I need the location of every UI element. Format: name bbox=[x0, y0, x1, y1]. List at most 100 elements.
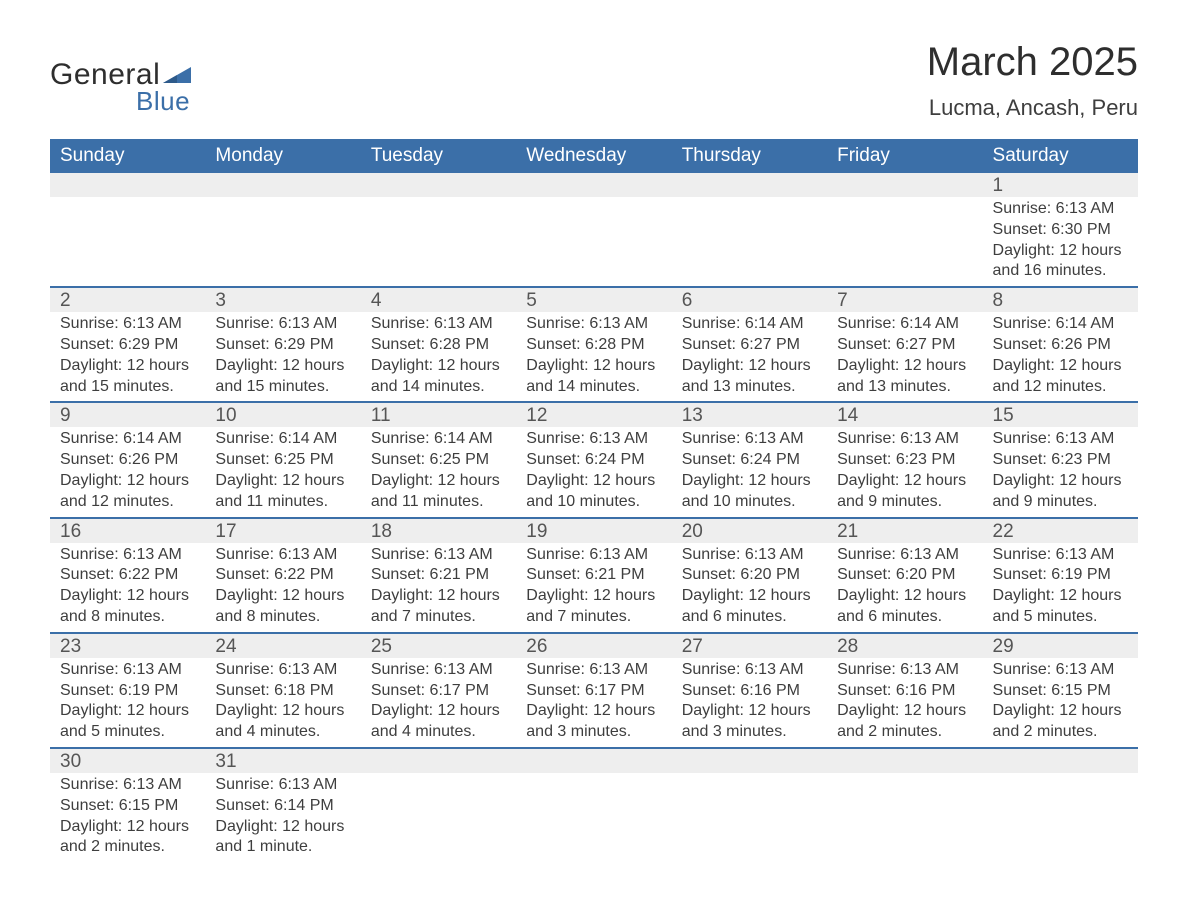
day-number: 31 bbox=[205, 749, 360, 773]
day-dl2: and 9 minutes. bbox=[993, 492, 1128, 513]
page-title: March 2025 bbox=[927, 40, 1138, 85]
day-sunset: Sunset: 6:16 PM bbox=[837, 681, 972, 702]
day-number: 3 bbox=[205, 288, 360, 312]
day-dl1: Daylight: 12 hours bbox=[682, 586, 817, 607]
day-sunrise: Sunrise: 6:13 AM bbox=[215, 314, 350, 335]
weekday-header: Wednesday bbox=[516, 139, 671, 173]
day-detail-cell: Sunrise: 6:13 AMSunset: 6:20 PMDaylight:… bbox=[672, 543, 827, 633]
day-dl1: Daylight: 12 hours bbox=[526, 701, 661, 722]
day-detail-cell bbox=[361, 773, 516, 862]
day-number: 16 bbox=[50, 519, 205, 543]
day-sunrise: Sunrise: 6:13 AM bbox=[526, 545, 661, 566]
day-sunrise: Sunrise: 6:14 AM bbox=[371, 429, 506, 450]
day-detail-cell: Sunrise: 6:14 AMSunset: 6:25 PMDaylight:… bbox=[361, 427, 516, 517]
day-number: 9 bbox=[50, 403, 205, 427]
day-sunrise: Sunrise: 6:13 AM bbox=[682, 660, 817, 681]
day-detail-cell: Sunrise: 6:13 AMSunset: 6:28 PMDaylight:… bbox=[361, 312, 516, 402]
day-number-cell: 12 bbox=[516, 402, 671, 427]
day-number-cell: 27 bbox=[672, 633, 827, 658]
day-dl1: Daylight: 12 hours bbox=[993, 471, 1128, 492]
day-detail-cell: Sunrise: 6:13 AMSunset: 6:22 PMDaylight:… bbox=[50, 543, 205, 633]
day-dl2: and 14 minutes. bbox=[371, 377, 506, 398]
day-sunset: Sunset: 6:18 PM bbox=[215, 681, 350, 702]
day-detail-cell: Sunrise: 6:13 AMSunset: 6:21 PMDaylight:… bbox=[516, 543, 671, 633]
day-number: 17 bbox=[205, 519, 360, 543]
day-detail-cell: Sunrise: 6:13 AMSunset: 6:19 PMDaylight:… bbox=[50, 658, 205, 748]
logo-text-blue: Blue bbox=[136, 86, 191, 117]
day-number-cell: 8 bbox=[983, 287, 1138, 312]
day-dl2: and 4 minutes. bbox=[215, 722, 350, 743]
day-dl1: Daylight: 12 hours bbox=[215, 586, 350, 607]
day-detail-row: Sunrise: 6:13 AMSunset: 6:30 PMDaylight:… bbox=[50, 197, 1138, 287]
logo: General Blue bbox=[50, 58, 191, 117]
day-sunset: Sunset: 6:22 PM bbox=[60, 565, 195, 586]
day-dl1: Daylight: 12 hours bbox=[215, 356, 350, 377]
day-detail-cell bbox=[516, 773, 671, 862]
day-number-cell: 6 bbox=[672, 287, 827, 312]
day-sunset: Sunset: 6:15 PM bbox=[60, 796, 195, 817]
day-sunset: Sunset: 6:14 PM bbox=[215, 796, 350, 817]
day-detail-cell: Sunrise: 6:13 AMSunset: 6:15 PMDaylight:… bbox=[50, 773, 205, 862]
day-sunset: Sunset: 6:25 PM bbox=[371, 450, 506, 471]
day-number-row: 1 bbox=[50, 173, 1138, 197]
day-number: 15 bbox=[983, 403, 1138, 427]
weekday-header: Sunday bbox=[50, 139, 205, 173]
day-number-cell: 19 bbox=[516, 518, 671, 543]
day-number-cell: 15 bbox=[983, 402, 1138, 427]
day-dl2: and 5 minutes. bbox=[60, 722, 195, 743]
day-detail-cell bbox=[672, 197, 827, 287]
day-dl1: Daylight: 12 hours bbox=[682, 356, 817, 377]
day-sunset: Sunset: 6:19 PM bbox=[993, 565, 1128, 586]
day-number-cell: 18 bbox=[361, 518, 516, 543]
day-dl1: Daylight: 12 hours bbox=[993, 356, 1128, 377]
day-number-row: 16171819202122 bbox=[50, 518, 1138, 543]
day-number-cell: 31 bbox=[205, 748, 360, 773]
day-detail-cell: Sunrise: 6:14 AMSunset: 6:26 PMDaylight:… bbox=[50, 427, 205, 517]
day-detail-cell: Sunrise: 6:13 AMSunset: 6:14 PMDaylight:… bbox=[205, 773, 360, 862]
day-sunset: Sunset: 6:23 PM bbox=[993, 450, 1128, 471]
day-sunrise: Sunrise: 6:13 AM bbox=[371, 314, 506, 335]
day-sunrise: Sunrise: 6:13 AM bbox=[682, 545, 817, 566]
day-sunrise: Sunrise: 6:13 AM bbox=[837, 429, 972, 450]
day-detail-cell bbox=[672, 773, 827, 862]
weekday-header: Monday bbox=[205, 139, 360, 173]
day-detail-cell: Sunrise: 6:13 AMSunset: 6:17 PMDaylight:… bbox=[361, 658, 516, 748]
day-sunset: Sunset: 6:25 PM bbox=[215, 450, 350, 471]
day-number-cell: 4 bbox=[361, 287, 516, 312]
day-sunrise: Sunrise: 6:13 AM bbox=[60, 660, 195, 681]
day-dl2: and 8 minutes. bbox=[60, 607, 195, 628]
day-number-cell: 7 bbox=[827, 287, 982, 312]
day-sunset: Sunset: 6:24 PM bbox=[526, 450, 661, 471]
day-sunrise: Sunrise: 6:13 AM bbox=[215, 660, 350, 681]
day-dl1: Daylight: 12 hours bbox=[60, 586, 195, 607]
day-sunrise: Sunrise: 6:13 AM bbox=[526, 429, 661, 450]
day-sunset: Sunset: 6:15 PM bbox=[993, 681, 1128, 702]
day-dl2: and 16 minutes. bbox=[993, 261, 1128, 282]
day-detail-cell: Sunrise: 6:13 AMSunset: 6:24 PMDaylight:… bbox=[516, 427, 671, 517]
day-dl1: Daylight: 12 hours bbox=[60, 471, 195, 492]
day-dl1: Daylight: 12 hours bbox=[682, 701, 817, 722]
day-number-cell: 2 bbox=[50, 287, 205, 312]
day-number: 18 bbox=[361, 519, 516, 543]
day-dl2: and 7 minutes. bbox=[526, 607, 661, 628]
weekday-header: Friday bbox=[827, 139, 982, 173]
day-number-cell bbox=[361, 173, 516, 197]
weekday-header: Saturday bbox=[983, 139, 1138, 173]
day-dl1: Daylight: 12 hours bbox=[993, 586, 1128, 607]
day-detail-cell bbox=[361, 197, 516, 287]
day-number-cell: 25 bbox=[361, 633, 516, 658]
day-sunrise: Sunrise: 6:13 AM bbox=[993, 199, 1128, 220]
day-dl2: and 15 minutes. bbox=[60, 377, 195, 398]
day-dl2: and 10 minutes. bbox=[682, 492, 817, 513]
day-number-row: 23242526272829 bbox=[50, 633, 1138, 658]
day-sunrise: Sunrise: 6:13 AM bbox=[60, 545, 195, 566]
day-dl1: Daylight: 12 hours bbox=[371, 356, 506, 377]
day-sunrise: Sunrise: 6:13 AM bbox=[526, 314, 661, 335]
day-number: 29 bbox=[983, 634, 1138, 658]
day-detail-cell: Sunrise: 6:13 AMSunset: 6:19 PMDaylight:… bbox=[983, 543, 1138, 633]
day-sunset: Sunset: 6:23 PM bbox=[837, 450, 972, 471]
day-dl2: and 2 minutes. bbox=[837, 722, 972, 743]
day-number: 8 bbox=[983, 288, 1138, 312]
day-dl1: Daylight: 12 hours bbox=[526, 586, 661, 607]
day-number-cell: 24 bbox=[205, 633, 360, 658]
